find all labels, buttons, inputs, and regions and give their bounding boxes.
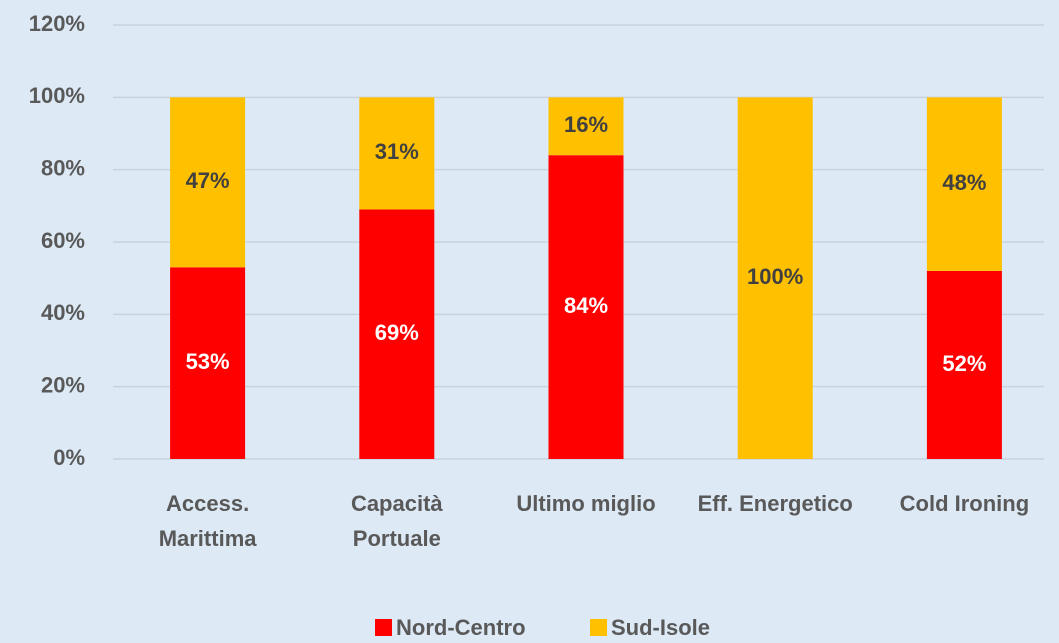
bar-segment [926,97,1002,271]
data-label: 47% [186,168,230,193]
x-tick-label: Capacità Portuale [351,491,443,551]
y-tick-label: 60% [41,228,85,253]
data-label: 84% [564,293,608,318]
bar-segment [737,97,813,459]
bar-segment [170,267,246,459]
x-tick-label: Access. Marittima [159,491,258,551]
y-tick-label: 20% [41,372,85,397]
legend-label: Nord-Centro [396,615,526,640]
bar-segment [548,97,624,156]
data-label: 31% [375,139,419,164]
legend-swatch [375,619,392,636]
data-label: 53% [186,349,230,374]
y-tick-label: 100% [29,83,85,108]
data-label: 69% [375,320,419,345]
y-tick-label: 120% [29,11,85,36]
data-label: 16% [564,112,608,137]
bar-segment [359,97,435,210]
legend-label: Sud-Isole [611,615,710,640]
data-label: 48% [942,170,986,195]
data-label: 100% [747,264,803,289]
bar-segment [926,270,1002,459]
y-tick-label: 40% [41,300,85,325]
bar-segment [170,97,246,268]
bar-segment [548,155,624,459]
data-label: 52% [942,351,986,376]
bar-segment [359,209,435,459]
y-tick-label: 80% [41,155,85,180]
y-tick-label: 0% [53,445,85,470]
x-tick-label: Ultimo miglio [516,491,655,516]
legend-swatch [590,619,607,636]
x-tick-label: Cold Ironing [900,491,1030,516]
x-tick-label: Eff. Energetico [698,491,853,516]
